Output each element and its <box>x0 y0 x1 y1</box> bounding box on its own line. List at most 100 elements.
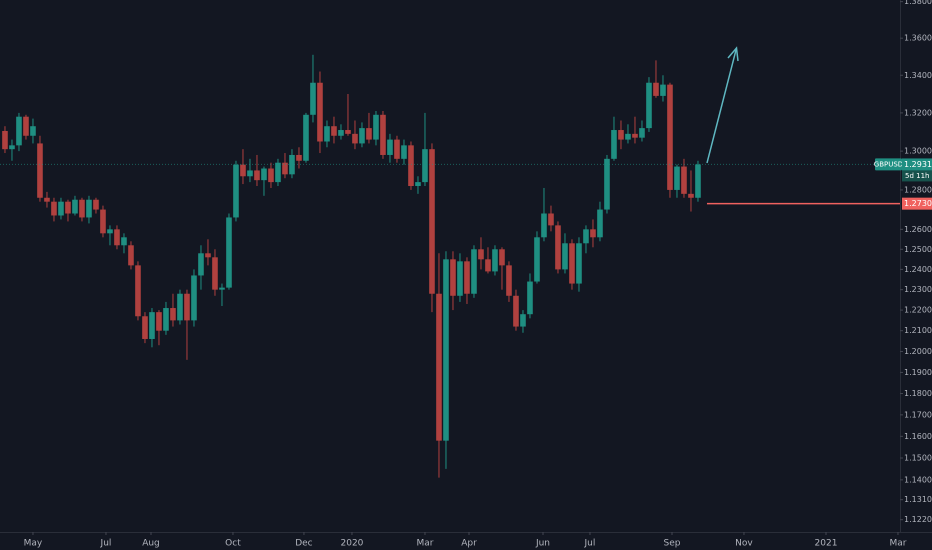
candle-body <box>387 139 393 155</box>
candle-body <box>429 149 435 294</box>
candle-body <box>16 116 22 146</box>
candle-body <box>534 237 540 282</box>
candle-body <box>541 213 547 238</box>
y-tick-label: 1.3000 <box>904 147 932 156</box>
candle-body <box>310 82 316 115</box>
candle-body <box>30 126 36 136</box>
candle-body <box>184 293 190 321</box>
candle-body <box>366 128 372 140</box>
candle-body <box>653 82 659 96</box>
candle-body <box>331 126 337 136</box>
x-tick-label: Oct <box>225 539 241 549</box>
candle-body <box>681 166 687 194</box>
candle-body <box>604 158 610 210</box>
candle-body <box>457 261 463 296</box>
candle-body <box>667 84 673 190</box>
candle-body <box>156 312 162 331</box>
candle-body <box>247 170 253 177</box>
candle-body <box>170 308 176 321</box>
y-tick-label: 1.2100 <box>904 326 932 335</box>
candle-body <box>198 253 204 276</box>
x-tick-label: Jul <box>100 539 112 549</box>
x-tick-label: Mar <box>416 539 433 549</box>
candle-body <box>485 259 491 272</box>
candle-body <box>569 243 575 284</box>
candle-body <box>268 168 274 183</box>
y-tick-label: 1.2600 <box>904 225 932 234</box>
last-price-badge <box>902 158 932 171</box>
candle-body <box>597 209 603 238</box>
candle-body <box>135 265 141 317</box>
candle-body <box>44 197 50 202</box>
candle-body <box>205 253 211 258</box>
candle-body <box>576 243 582 284</box>
x-tick-label: Jun <box>535 539 550 549</box>
candle-body <box>93 199 99 210</box>
y-tick-label: 1.1800 <box>904 389 932 398</box>
candle-body <box>100 209 106 234</box>
y-tick-label: 1.1220 <box>904 515 932 524</box>
candle-body <box>464 261 470 294</box>
candle-body <box>79 199 85 218</box>
candle-body <box>506 265 512 296</box>
y-tick-label: 1.1500 <box>904 454 932 463</box>
candle-body <box>373 114 379 140</box>
candle-body <box>240 164 246 177</box>
candle-body <box>646 82 652 129</box>
candle-body <box>527 281 533 315</box>
candle-body <box>9 145 15 150</box>
y-tick-label: 1.1400 <box>904 475 932 484</box>
forecast-arrow <box>706 46 739 164</box>
candle-body <box>688 193 694 198</box>
y-tick-label: 1.1700 <box>904 410 932 419</box>
candle-body <box>674 166 680 190</box>
y-tick-label: 1.2400 <box>904 265 932 274</box>
countdown-badge <box>902 170 932 182</box>
candle-body <box>422 149 428 183</box>
candle-body <box>352 133 358 144</box>
candle-body <box>450 259 456 296</box>
x-tick-label: Dec <box>295 539 312 549</box>
candle-body <box>107 229 113 234</box>
candle-body <box>401 145 407 159</box>
candle-body <box>443 259 449 441</box>
x-tick-label: Sep <box>664 539 681 549</box>
y-tick-label: 1.2300 <box>904 285 932 294</box>
candle-body <box>478 249 484 260</box>
candle-body <box>562 243 568 270</box>
candle-body <box>520 314 526 327</box>
x-tick-label: 2020 <box>341 539 364 549</box>
candle-body <box>37 143 43 198</box>
level-badge <box>902 197 932 210</box>
x-tick-label: Mar <box>889 539 906 549</box>
candle-body <box>128 245 134 266</box>
candle-body <box>58 201 64 216</box>
candle-body <box>590 229 596 238</box>
y-tick-label: 1.3800 <box>904 0 932 6</box>
candle-body <box>345 130 351 134</box>
candle-body <box>212 257 218 290</box>
candle-body <box>492 249 498 272</box>
candle-body <box>415 182 421 187</box>
candle-body <box>296 154 302 161</box>
candle-body <box>583 229 589 244</box>
candle-body <box>548 213 554 226</box>
y-tick-label: 1.1310 <box>904 495 932 504</box>
candle-body <box>611 130 617 159</box>
candle-body <box>233 164 239 218</box>
candle-body <box>618 130 624 140</box>
candle-body <box>359 128 365 144</box>
last-price-label: 1.2931 <box>904 160 932 169</box>
candle-body <box>695 164 701 198</box>
candle-body <box>177 293 183 321</box>
candle-body <box>2 130 8 150</box>
candle-body <box>380 114 386 155</box>
x-tick-label: Nov <box>735 539 753 549</box>
candle-body <box>72 199 78 214</box>
candle-body <box>51 201 57 216</box>
symbol-label: GBPUSD <box>874 160 903 168</box>
candle-body <box>86 199 92 218</box>
x-tick-label: May <box>24 539 43 549</box>
y-tick-label: 1.3600 <box>904 34 932 43</box>
